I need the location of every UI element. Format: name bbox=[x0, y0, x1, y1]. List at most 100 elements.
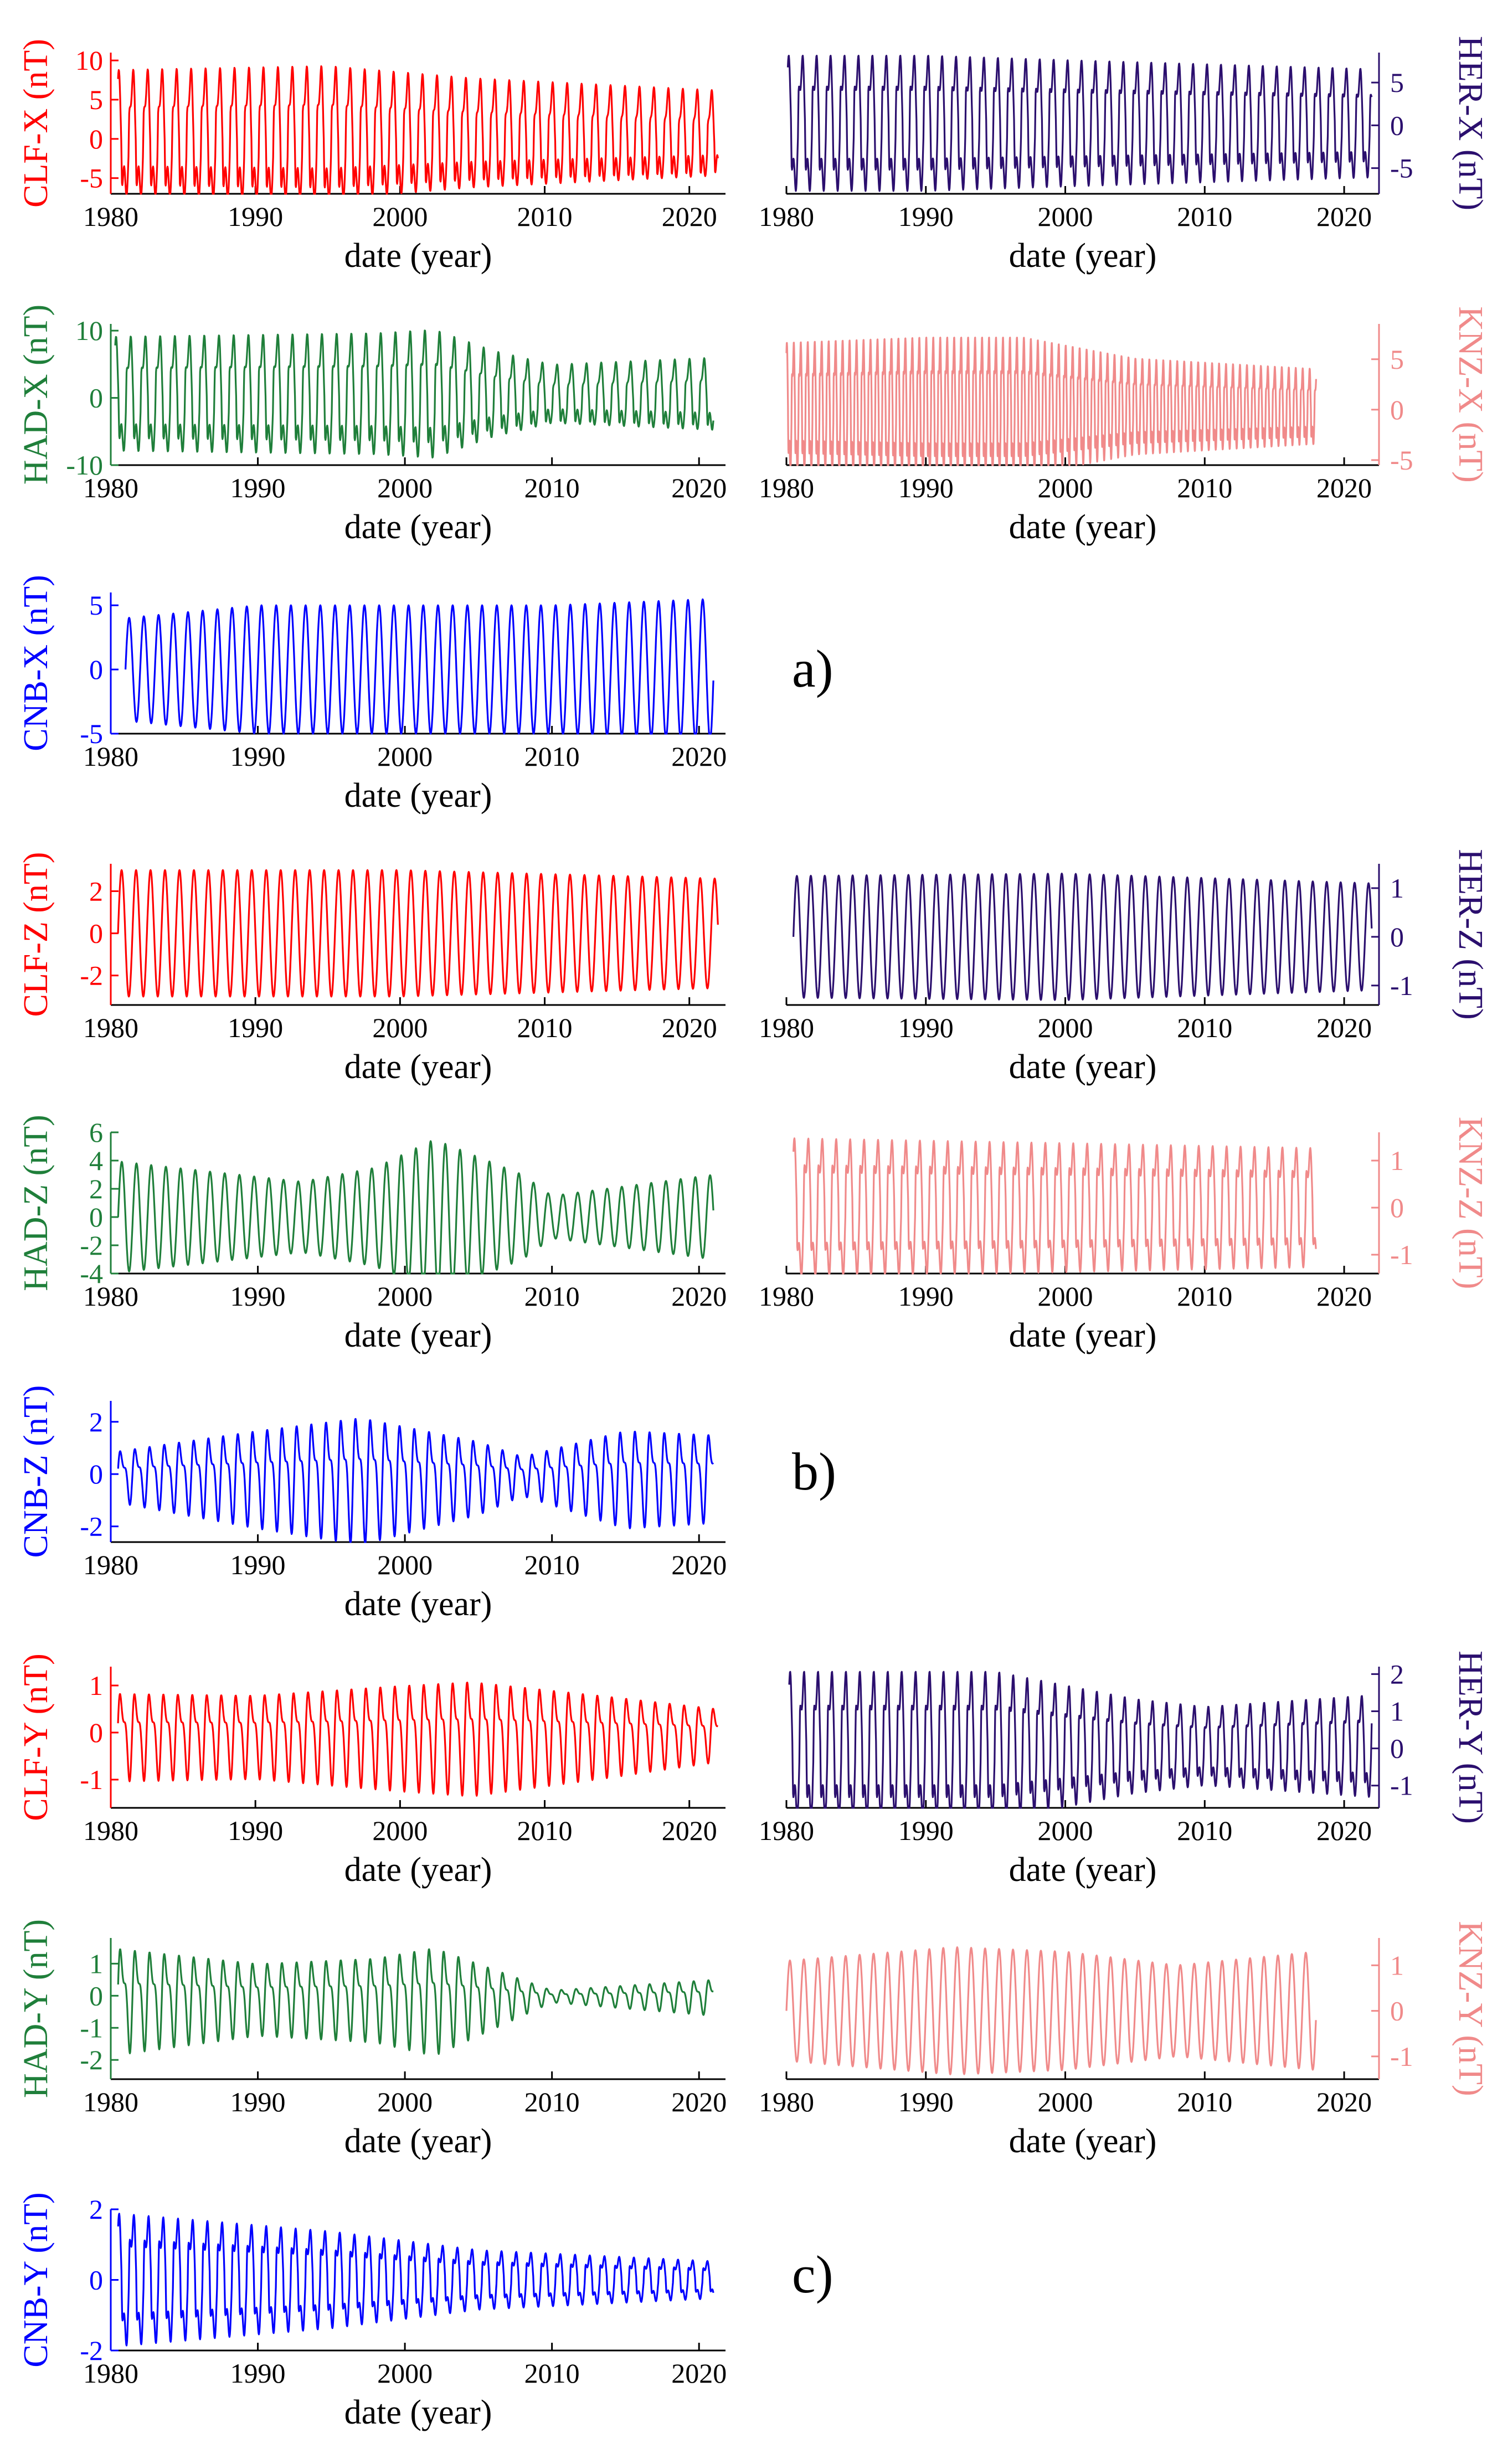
x-axis-title: date (year) bbox=[344, 2394, 492, 2431]
x-tick-label: 1980 bbox=[83, 1281, 138, 1312]
x-tick-label: 2000 bbox=[377, 472, 433, 503]
y-tick-label: -5 bbox=[1390, 153, 1413, 184]
y-tick-label: 0 bbox=[89, 918, 103, 949]
y-axis-title: CNB-Z (nT) bbox=[17, 1385, 55, 1558]
x-tick-label: 2000 bbox=[1038, 1815, 1093, 1846]
y-tick-label: 1 bbox=[1390, 1145, 1404, 1176]
x-tick-label: 2010 bbox=[524, 1549, 580, 1580]
series-line-clf-y bbox=[117, 1682, 719, 1797]
y-tick-label: -2 bbox=[80, 1511, 103, 1542]
x-axis-title: date (year) bbox=[344, 1317, 492, 1354]
y-tick-label: 0 bbox=[89, 1980, 103, 2011]
group-label-a: a) bbox=[792, 639, 833, 698]
y-tick-label: 0 bbox=[89, 2265, 103, 2296]
x-tick-label: 1980 bbox=[759, 472, 814, 503]
y-axis-title: CNB-X (nT) bbox=[17, 575, 55, 751]
x-tick-label: 1990 bbox=[228, 1012, 283, 1043]
x-tick-label: 2010 bbox=[517, 1815, 573, 1846]
y-tick-label: 2 bbox=[1390, 1658, 1404, 1689]
y-axis-title: HER-Y (nT) bbox=[1452, 1651, 1487, 1824]
y-tick-label: 0 bbox=[1390, 110, 1404, 141]
y-tick-label: 0 bbox=[89, 1717, 103, 1748]
x-axis-title: date (year) bbox=[344, 1585, 492, 1623]
series-line-her-x bbox=[786, 54, 1373, 192]
x-tick-label: 1990 bbox=[898, 1281, 954, 1312]
y-tick-label: 0 bbox=[1390, 394, 1404, 425]
x-axis-title: date (year) bbox=[344, 2122, 492, 2160]
y-tick-label: 1 bbox=[1390, 1696, 1404, 1727]
x-tick-label: 2010 bbox=[524, 472, 580, 503]
x-tick-label: 2020 bbox=[662, 1012, 717, 1043]
panel-had-y: 1980 1990 2000 2010 2020 -2-101 date (year) HAD… bbox=[17, 1919, 727, 2160]
x-tick-label: 2020 bbox=[662, 1815, 717, 1846]
x-tick-label: 2010 bbox=[517, 201, 573, 232]
y-tick-label: 2 bbox=[89, 2194, 103, 2225]
x-axis-title: date (year) bbox=[1009, 1851, 1157, 1889]
x-tick-label: 1990 bbox=[898, 472, 954, 503]
series-line-her-y bbox=[788, 1671, 1373, 1809]
x-tick-label: 2020 bbox=[1316, 2086, 1372, 2117]
y-tick-label: 0 bbox=[1390, 921, 1404, 952]
x-tick-label: 2000 bbox=[1038, 201, 1093, 232]
y-tick-label: 0 bbox=[89, 123, 103, 154]
x-axis-title: date (year) bbox=[1009, 1048, 1157, 1086]
group-label-c: c) bbox=[792, 2245, 833, 2304]
y-tick-label: -1 bbox=[1390, 970, 1413, 1001]
x-tick-label: 2000 bbox=[377, 1281, 433, 1312]
x-tick-label: 2020 bbox=[1316, 472, 1372, 503]
x-tick-label: 2000 bbox=[377, 1549, 433, 1580]
series-line-had-z bbox=[117, 1140, 714, 1275]
y-axis-title: CNB-Y (nT) bbox=[17, 2192, 55, 2367]
y-tick-label: 5 bbox=[1390, 344, 1404, 375]
y-tick-label: 0 bbox=[89, 383, 103, 414]
x-tick-label: 2000 bbox=[1038, 2086, 1093, 2117]
y-axis-title: KNZ-X (nT) bbox=[1452, 306, 1487, 483]
y-tick-label: -2 bbox=[80, 2044, 103, 2075]
panel-her-y: 1980 1990 2000 2010 2020 -1 0 1 2 date (year) HER-… bbox=[759, 1651, 1487, 1889]
x-tick-label: 1990 bbox=[898, 201, 954, 232]
y-tick-label: 10 bbox=[75, 45, 103, 76]
y-tick-label: -1 bbox=[80, 2012, 103, 2043]
group-label-b: b) bbox=[792, 1442, 836, 1501]
x-tick-label: 1990 bbox=[230, 1549, 286, 1580]
y-tick-label: 1 bbox=[89, 1670, 103, 1701]
x-tick-label: 2020 bbox=[671, 2086, 727, 2117]
y-tick-label: -10 bbox=[66, 450, 103, 481]
panel-cnb-y: 1980 1990 2000 2010 2020 -2 0 2 date (year) CNB-Y… bbox=[17, 2192, 727, 2431]
x-tick-label: 1980 bbox=[759, 2086, 814, 2117]
x-tick-label: 2010 bbox=[524, 1281, 580, 1312]
x-tick-label: 2010 bbox=[517, 1012, 573, 1043]
x-tick-label: 2000 bbox=[377, 2086, 433, 2117]
y-tick-label: -2 bbox=[80, 1230, 103, 1261]
panel-clf-y: 1980 1990 2000 2010 2020 -1 0 1 date (year) CLF-Y… bbox=[17, 1653, 726, 1889]
x-tick-label: 1980 bbox=[83, 1012, 138, 1043]
x-tick-label: 1980 bbox=[759, 1281, 814, 1312]
y-tick-label: 5 bbox=[89, 84, 103, 115]
x-tick-label: 2010 bbox=[1177, 2086, 1232, 2117]
y-tick-label: 0 bbox=[1390, 1192, 1404, 1223]
x-tick-label: 1990 bbox=[228, 1815, 283, 1846]
x-tick-label: 1980 bbox=[83, 2358, 138, 2389]
x-tick-label: 1980 bbox=[83, 2086, 138, 2117]
x-axis-title: date (year) bbox=[1009, 237, 1157, 275]
x-tick-label: 2010 bbox=[524, 741, 580, 772]
y-tick-label: 6 bbox=[89, 1117, 103, 1148]
panel-cnb-x: 1980 1990 2000 2010 2020 -5 0 5 date (year) CNB-X… bbox=[17, 575, 727, 815]
y-tick-label: 5 bbox=[89, 590, 103, 621]
series-line-had-x bbox=[114, 329, 714, 459]
x-tick-label: 2000 bbox=[1038, 1012, 1093, 1043]
y-axis-title: CLF-Z (nT) bbox=[17, 852, 55, 1017]
y-axis-title: CLF-Y (nT) bbox=[17, 1653, 55, 1821]
x-tick-label: 2020 bbox=[662, 201, 717, 232]
y-tick-label: 2 bbox=[89, 1406, 103, 1437]
panel-knz-z: 1980 1990 2000 2010 2020 -1 0 1 date (year) KNZ-Z… bbox=[759, 1117, 1487, 1354]
y-tick-label: 0 bbox=[89, 1458, 103, 1489]
x-tick-label: 1990 bbox=[230, 472, 286, 503]
x-tick-label: 1980 bbox=[83, 1549, 138, 1580]
x-axis-title: date (year) bbox=[344, 777, 492, 815]
panel-her-x: 1980 1990 2000 2010 2020 -5 0 5 date (year) HER-X… bbox=[759, 36, 1487, 275]
series-line-cnb-z bbox=[117, 1418, 714, 1543]
y-axis-title: CLF-X (nT) bbox=[17, 39, 55, 208]
